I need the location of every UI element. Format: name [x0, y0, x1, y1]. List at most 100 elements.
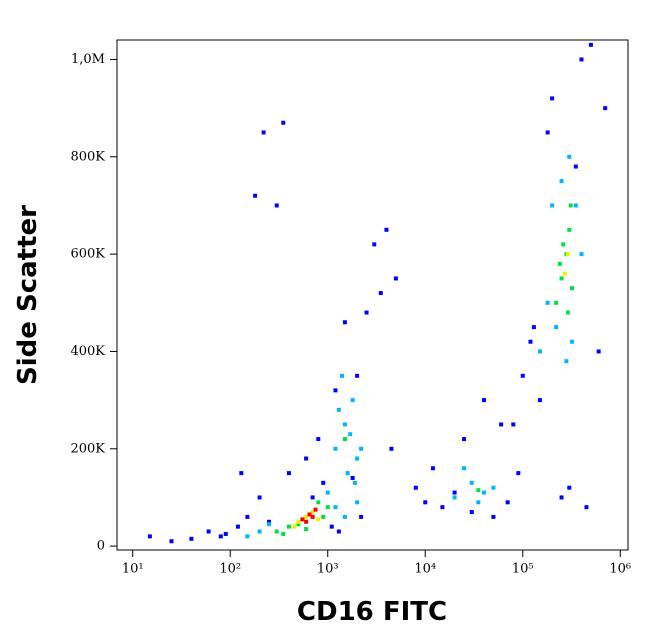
point	[313, 507, 318, 512]
point	[310, 495, 315, 500]
point	[345, 471, 350, 476]
point	[550, 203, 555, 208]
point	[316, 517, 321, 522]
point	[333, 505, 338, 510]
point	[554, 300, 559, 305]
x-tick-label: 10⁶	[609, 562, 631, 577]
point	[235, 524, 240, 529]
point	[321, 514, 326, 519]
point	[579, 57, 584, 62]
point	[281, 120, 286, 125]
point	[481, 398, 486, 403]
point	[325, 505, 330, 510]
point	[296, 522, 301, 527]
y-tick-label: 200K	[70, 441, 105, 456]
point	[336, 529, 341, 534]
point	[520, 373, 525, 378]
point	[342, 514, 347, 519]
point	[364, 310, 369, 315]
point	[342, 320, 347, 325]
point	[491, 514, 496, 519]
point	[147, 534, 152, 539]
y-tick-label: 600K	[70, 247, 105, 262]
point	[537, 398, 542, 403]
point	[257, 495, 262, 500]
point	[393, 276, 398, 281]
point	[316, 437, 321, 442]
point	[476, 488, 481, 493]
point	[316, 500, 321, 505]
point	[300, 517, 305, 522]
point	[452, 490, 457, 495]
y-tick-label: 1,0M	[71, 52, 105, 67]
point	[588, 42, 593, 47]
point	[355, 456, 360, 461]
point	[565, 310, 570, 315]
point	[559, 276, 564, 281]
point	[355, 500, 360, 505]
point	[339, 373, 344, 378]
point	[329, 524, 334, 529]
point	[557, 261, 562, 266]
point	[573, 164, 578, 169]
point	[462, 437, 467, 442]
point	[325, 490, 330, 495]
point	[440, 505, 445, 510]
point	[559, 495, 564, 500]
point	[384, 227, 389, 232]
point	[570, 339, 575, 344]
point	[378, 291, 383, 296]
point	[528, 339, 533, 344]
point	[564, 359, 569, 364]
point	[257, 529, 262, 534]
point	[352, 480, 357, 485]
point	[245, 514, 250, 519]
point	[603, 106, 608, 111]
point	[333, 446, 338, 451]
point	[267, 519, 272, 524]
point	[570, 286, 575, 291]
point	[359, 446, 364, 451]
point	[567, 485, 572, 490]
point	[296, 519, 301, 524]
point	[491, 485, 496, 490]
point	[567, 154, 572, 159]
point	[476, 500, 481, 505]
point	[568, 203, 573, 208]
point	[372, 242, 377, 247]
point	[499, 422, 504, 427]
point	[545, 300, 550, 305]
point	[561, 242, 566, 247]
point	[348, 432, 353, 437]
x-tick-label: 10⁴	[414, 562, 436, 577]
x-tick-label: 10⁵	[512, 562, 534, 577]
point	[206, 529, 211, 534]
point	[169, 539, 174, 544]
point	[554, 325, 559, 330]
point	[274, 529, 279, 534]
point	[537, 349, 542, 354]
x-tick-label: 10²	[219, 562, 241, 577]
point	[430, 466, 435, 471]
point	[573, 203, 578, 208]
point	[350, 475, 355, 480]
point	[584, 505, 589, 510]
point	[333, 388, 338, 393]
point	[286, 471, 291, 476]
point	[413, 485, 418, 490]
point	[321, 480, 326, 485]
x-tick-label: 10¹	[122, 562, 144, 577]
point	[286, 524, 291, 529]
point	[469, 480, 474, 485]
point	[462, 466, 467, 471]
point	[562, 271, 567, 276]
point	[565, 252, 570, 257]
point	[469, 510, 474, 515]
point	[281, 531, 286, 536]
x-tick-label: 10³	[317, 562, 339, 577]
point	[245, 534, 250, 539]
y-tick-label: 400K	[70, 344, 105, 359]
point	[423, 500, 428, 505]
